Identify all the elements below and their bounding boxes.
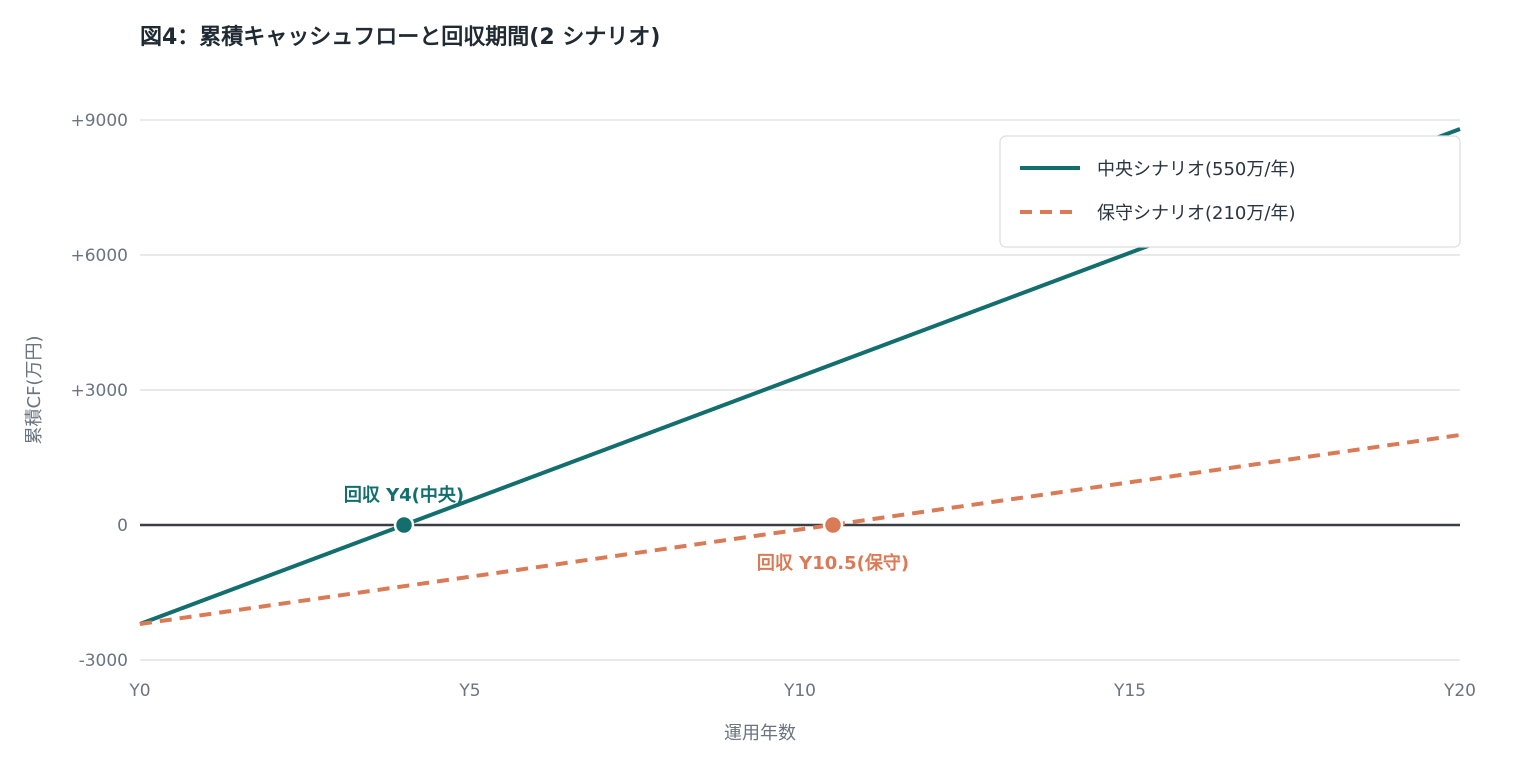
y-tick-label: 0 — [117, 516, 128, 536]
grid-lines — [140, 119, 1460, 661]
y-tick-label: +9000 — [70, 111, 128, 131]
legend-box — [999, 135, 1461, 248]
legend-label-central: 中央シナリオ(550万/年) — [1097, 159, 1295, 180]
y-tick-label: +3000 — [70, 381, 128, 401]
chart-title: 図4：累積キャッシュフローと回収期間(2 シナリオ) — [140, 25, 660, 50]
x-tick-label: Y10 — [783, 681, 816, 701]
legend-label-conservative: 保守シナリオ(210万/年) — [1097, 203, 1295, 224]
series-line-conservative — [139, 433, 1461, 626]
x-tick-label: Y0 — [128, 681, 150, 701]
payback-label-conservative: 回収 Y10.5(保守) — [757, 552, 909, 574]
legend: 中央シナリオ(550万/年) 保守シナリオ(210万/年) — [999, 135, 1461, 248]
x-tick-labels: Y0 Y5 Y10 Y15 Y20 — [128, 681, 1476, 701]
payback-marker-conservative — [822, 514, 844, 536]
payback-annotations: 回収 Y4(中央) 回収 Y10.5(保守) — [344, 484, 909, 574]
y-axis-label: 累積CF(万円) — [24, 336, 45, 445]
x-tick-label: Y15 — [1113, 681, 1146, 701]
y-tick-label: -3000 — [79, 651, 128, 671]
y-tick-labels: +9000 +6000 +3000 0 -3000 — [70, 111, 128, 671]
payback-label-central: 回収 Y4(中央) — [344, 484, 464, 506]
x-tick-label: Y20 — [1443, 681, 1476, 701]
x-tick-label: Y5 — [458, 681, 480, 701]
payback-marker-central — [393, 514, 415, 536]
x-axis-label: 運用年数 — [724, 723, 796, 744]
y-tick-label: +6000 — [70, 246, 128, 266]
